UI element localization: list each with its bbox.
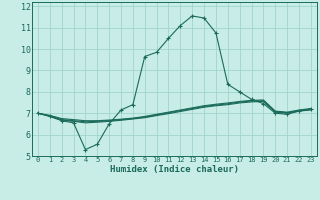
X-axis label: Humidex (Indice chaleur): Humidex (Indice chaleur) xyxy=(110,165,239,174)
